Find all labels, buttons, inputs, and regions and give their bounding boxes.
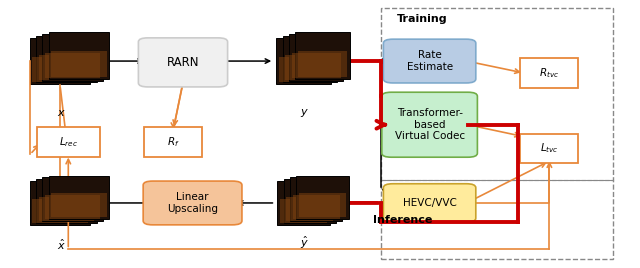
FancyBboxPatch shape: [42, 177, 103, 221]
FancyBboxPatch shape: [45, 53, 100, 79]
Text: Training: Training: [397, 14, 447, 24]
FancyBboxPatch shape: [51, 51, 107, 77]
FancyBboxPatch shape: [36, 179, 97, 223]
FancyBboxPatch shape: [285, 55, 334, 80]
FancyBboxPatch shape: [51, 193, 107, 217]
Text: RARN: RARN: [167, 56, 199, 69]
FancyBboxPatch shape: [37, 127, 100, 157]
FancyBboxPatch shape: [138, 38, 228, 87]
FancyBboxPatch shape: [299, 193, 346, 217]
FancyBboxPatch shape: [296, 32, 349, 79]
FancyBboxPatch shape: [290, 177, 342, 221]
Text: $L_{tvc}$: $L_{tvc}$: [540, 142, 559, 155]
Text: Inference: Inference: [373, 215, 433, 225]
FancyBboxPatch shape: [38, 197, 94, 221]
FancyBboxPatch shape: [284, 179, 336, 223]
FancyBboxPatch shape: [36, 36, 97, 83]
Text: HEVC/VVC: HEVC/VVC: [403, 198, 456, 208]
Text: $x$: $x$: [58, 108, 67, 118]
FancyBboxPatch shape: [520, 58, 579, 88]
FancyBboxPatch shape: [29, 181, 90, 225]
FancyBboxPatch shape: [45, 195, 100, 219]
FancyBboxPatch shape: [38, 55, 94, 80]
Text: $\hat{x}$: $\hat{x}$: [58, 238, 67, 252]
FancyBboxPatch shape: [49, 176, 109, 219]
FancyBboxPatch shape: [277, 181, 330, 225]
FancyBboxPatch shape: [280, 199, 327, 223]
Text: $R_f$: $R_f$: [167, 135, 180, 149]
Text: $R_{tvc}$: $R_{tvc}$: [540, 66, 559, 80]
FancyBboxPatch shape: [29, 38, 90, 84]
Text: $y$: $y$: [300, 107, 309, 119]
FancyBboxPatch shape: [32, 57, 88, 82]
FancyBboxPatch shape: [143, 181, 242, 225]
FancyBboxPatch shape: [145, 127, 202, 157]
Text: Linear
Upscaling: Linear Upscaling: [167, 192, 218, 214]
FancyBboxPatch shape: [383, 39, 476, 83]
Text: $L_{rec}$: $L_{rec}$: [59, 135, 78, 149]
FancyBboxPatch shape: [298, 51, 347, 77]
FancyBboxPatch shape: [520, 134, 579, 163]
Text: Transformer-
based
Virtual Codec: Transformer- based Virtual Codec: [394, 108, 465, 141]
FancyBboxPatch shape: [292, 53, 340, 79]
FancyBboxPatch shape: [286, 197, 333, 221]
FancyBboxPatch shape: [49, 32, 109, 79]
FancyBboxPatch shape: [289, 34, 343, 81]
FancyBboxPatch shape: [292, 195, 340, 219]
FancyBboxPatch shape: [296, 176, 349, 219]
FancyBboxPatch shape: [276, 38, 330, 84]
FancyBboxPatch shape: [382, 92, 477, 157]
FancyBboxPatch shape: [32, 199, 88, 223]
FancyBboxPatch shape: [283, 36, 337, 83]
Text: Rate
Estimate: Rate Estimate: [406, 50, 452, 72]
FancyBboxPatch shape: [383, 184, 476, 222]
Text: $\hat{y}$: $\hat{y}$: [300, 235, 309, 251]
FancyBboxPatch shape: [279, 57, 328, 82]
FancyBboxPatch shape: [42, 34, 103, 81]
